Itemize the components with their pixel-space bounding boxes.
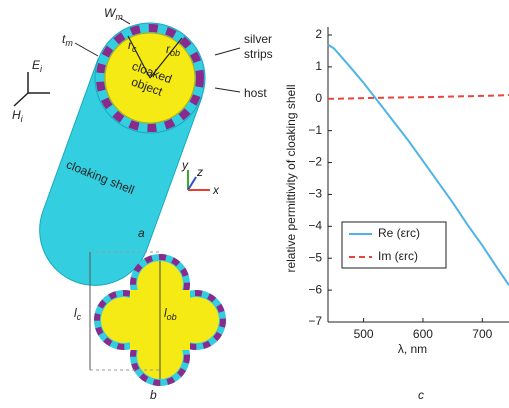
lc-label-sub: c: [77, 312, 82, 322]
z-axis-arrow: [188, 177, 196, 190]
legend-label: Re (εrc): [378, 226, 420, 240]
x-tick-label: 700: [472, 327, 492, 341]
axis-x-label: x: [212, 183, 220, 197]
hi-label-main: H: [12, 108, 21, 122]
rc-label-sub: c: [132, 44, 137, 54]
x-tick-label: 500: [354, 327, 374, 341]
x-axis-label: λ, nm: [398, 342, 427, 356]
strips-label: silver: [244, 32, 272, 46]
y-tick-label: −6: [308, 282, 322, 296]
strips-label: strips: [244, 47, 273, 61]
hi-label: Hi: [12, 108, 24, 124]
y-tick-label: −2: [308, 155, 322, 169]
y-axis-label: relative permittivity of cloaking shell: [284, 84, 298, 272]
lc-label: lc: [74, 306, 82, 322]
h-arrow: [14, 93, 28, 106]
wm-label: Wm: [104, 6, 123, 22]
wm-label-sub: m: [115, 12, 123, 22]
y-tick-label: −1: [308, 123, 322, 137]
y-tick-label: 2: [315, 27, 322, 41]
strips-arrow: [215, 48, 240, 55]
panel-label: c: [418, 388, 424, 402]
lob-label-sub: ob: [167, 312, 177, 322]
axis-z-label: z: [196, 165, 203, 179]
panel-label: a: [138, 226, 145, 240]
tm-label-sub: m: [65, 38, 73, 48]
axis-y-label: y: [181, 158, 189, 172]
y-tick-label: −5: [308, 250, 322, 264]
host-arrow: [215, 88, 240, 92]
y-tick-label: −7: [308, 314, 322, 328]
chart: 2 1 0 −1 −2 −3 −4 −5 −6 −7 500 600 700 λ, nm relative …: [284, 27, 509, 356]
ei-label: Ei: [32, 58, 43, 74]
panel-label: b: [150, 388, 157, 402]
hi-label-sub: i: [21, 114, 24, 124]
cylinder: [14, 18, 240, 285]
ei-label-sub: i: [40, 64, 43, 74]
legend-label: Im (εrc): [378, 249, 418, 263]
y-tick-label: 0: [315, 91, 322, 105]
tm-arrow: [75, 43, 98, 56]
y-tick-label: 1: [315, 59, 322, 73]
rob-label-sub: ob: [170, 48, 180, 58]
host-label: host: [244, 86, 267, 100]
x-tick-label: 600: [413, 327, 433, 341]
y-tick-label: −4: [308, 219, 322, 233]
y-tick-label: −3: [308, 187, 322, 201]
tm-label: tm: [62, 32, 73, 48]
series-line: [328, 95, 509, 99]
figure: 2 1 0 −1 −2 −3 −4 −5 −6 −7 500 600 700 λ, nm relative …: [0, 0, 509, 408]
